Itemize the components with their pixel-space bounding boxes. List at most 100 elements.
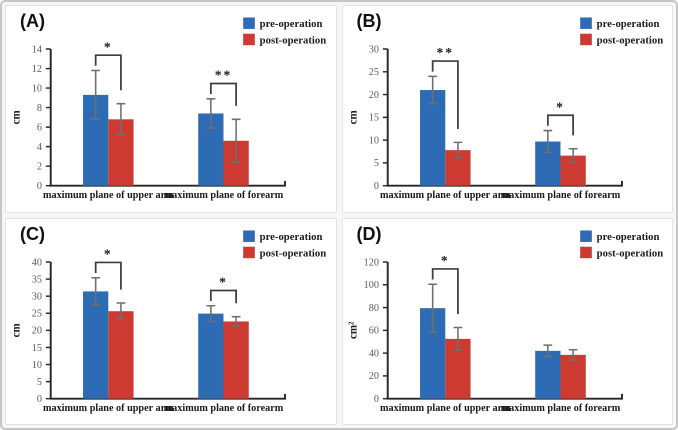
y-tick-label: 0 bbox=[37, 181, 42, 192]
error-bar-pre-operation-group0 bbox=[91, 276, 101, 306]
error-bar-pre-operation-group0 bbox=[427, 282, 437, 333]
error-bar-post-operation-group0 bbox=[116, 102, 126, 136]
significance-label: ** bbox=[436, 45, 453, 60]
panel-c-label: (C) bbox=[20, 223, 45, 244]
y-tick-label: 8 bbox=[37, 103, 42, 114]
significance-bracket bbox=[94, 54, 122, 91]
legend-label-pre-operation: pre-operation bbox=[596, 19, 659, 30]
bar-pre-operation-group1 bbox=[198, 313, 224, 399]
panel-b-chart: 0 5 10 15 20 25 30 cm maximum plane of upper arm… bbox=[347, 17, 663, 201]
bar-post-operation-group1 bbox=[559, 354, 586, 399]
y-tick-label: 40 bbox=[368, 348, 378, 359]
y-tick-label: 0 bbox=[37, 394, 42, 405]
error-bar-pre-operation-group0 bbox=[427, 75, 437, 105]
y-tick-label: 15 bbox=[32, 342, 42, 353]
legend-label-post-operation: post-operation bbox=[596, 35, 663, 46]
y-tick-label: 35 bbox=[32, 274, 42, 285]
y-tick-label: 12 bbox=[32, 64, 42, 75]
significance-label: * bbox=[219, 274, 228, 289]
error-bar-post-operation-group1 bbox=[231, 315, 241, 327]
significance-bracket bbox=[431, 60, 459, 130]
panel-b-label: (B) bbox=[356, 11, 382, 31]
significance-label: * bbox=[556, 100, 565, 115]
bar-pre-operation-group0 bbox=[83, 290, 109, 399]
x-category-label: maximum plane of upper arm bbox=[43, 190, 174, 201]
y-tick-label: 30 bbox=[32, 291, 42, 302]
x-category-label: maximum plane of forearm bbox=[500, 190, 620, 201]
panel-d: (D) 0 20 40 60 80 100 120 cm² maximum plane of u… bbox=[341, 217, 673, 425]
legend-label-post-operation: post-operation bbox=[596, 248, 663, 259]
y-tick-label: 20 bbox=[32, 325, 42, 336]
y-tick-label: 40 bbox=[32, 257, 42, 268]
error-bar-post-operation-group1 bbox=[568, 348, 577, 361]
y-tick-label: 80 bbox=[368, 302, 378, 313]
panel-b: (B) 0 5 10 15 20 25 30 cm maximum plane of upper… bbox=[341, 5, 673, 213]
panel-a-label: (A) bbox=[20, 11, 45, 31]
panel-a: (A) 0 2 4 6 8 10 12 14 cm maximum plane of upper … bbox=[5, 5, 337, 213]
x-category-label: maximum plane of upper arm bbox=[379, 403, 510, 414]
y-tick-label: 100 bbox=[363, 280, 378, 291]
axis-line bbox=[49, 49, 286, 187]
y-axis-title: cm bbox=[11, 110, 23, 125]
x-category-label: maximum plane of upper arm bbox=[379, 190, 510, 201]
bar-pre-operation-group0 bbox=[419, 90, 445, 186]
error-bar-post-operation-group0 bbox=[453, 326, 462, 351]
legend-swatch-post-operation bbox=[579, 33, 592, 46]
y-axis-title: cm bbox=[347, 110, 359, 125]
significance-label: * bbox=[104, 246, 113, 261]
y-tick-label: 6 bbox=[37, 123, 42, 134]
significance-label: * bbox=[104, 39, 113, 54]
y-tick-label: 10 bbox=[32, 359, 42, 370]
significance-label: * bbox=[440, 253, 449, 268]
y-tick-label: 15 bbox=[368, 113, 378, 124]
panel-c: (C) 0 5 10 15 20 25 30 35 40 cm maximum plane of u… bbox=[5, 217, 337, 425]
legend-swatch-post-operation bbox=[243, 33, 255, 46]
legend-swatch-pre-operation bbox=[579, 229, 592, 242]
significance-label: ** bbox=[215, 68, 232, 83]
y-tick-label: 5 bbox=[373, 158, 378, 169]
legend-swatch-pre-operation bbox=[243, 17, 255, 29]
y-tick-label: 4 bbox=[37, 142, 42, 153]
panel-c-chart: 0 5 10 15 20 25 30 35 40 cm maximum plane of upper… bbox=[11, 229, 326, 414]
significance-bracket bbox=[209, 82, 237, 106]
panel-d-label: (D) bbox=[356, 223, 382, 244]
legend-swatch-post-operation bbox=[579, 246, 592, 258]
y-axis-title: cm bbox=[11, 322, 23, 337]
y-axis-title: cm² bbox=[347, 321, 359, 339]
y-tick-label: 14 bbox=[32, 44, 42, 55]
y-tick-label: 5 bbox=[37, 377, 42, 388]
error-bar-pre-operation-group1 bbox=[542, 129, 552, 154]
y-tick-label: 120 bbox=[363, 257, 378, 268]
y-tick-label: 25 bbox=[32, 308, 42, 319]
y-tick-label: 25 bbox=[368, 67, 378, 78]
legend-label-pre-operation: pre-operation bbox=[260, 232, 323, 243]
error-bar-pre-operation-group1 bbox=[206, 304, 216, 322]
legend-label-post-operation: post-operation bbox=[260, 35, 327, 46]
significance-bracket bbox=[209, 289, 237, 303]
y-tick-label: 20 bbox=[368, 90, 378, 101]
y-tick-label: 20 bbox=[368, 371, 378, 382]
error-bar-post-operation-group0 bbox=[453, 141, 462, 159]
bar-post-operation-group1 bbox=[223, 320, 249, 399]
legend-label-pre-operation: pre-operation bbox=[596, 232, 659, 243]
error-bar-pre-operation-group1 bbox=[206, 98, 216, 129]
x-category-label: maximum plane of upper arm bbox=[43, 403, 174, 414]
legend-swatch-pre-operation bbox=[579, 17, 592, 29]
significance-bracket bbox=[94, 261, 122, 290]
error-bar-post-operation-group0 bbox=[116, 301, 126, 320]
panel-d-chart: 0 20 40 60 80 100 120 cm² maximum plane of upper… bbox=[347, 229, 663, 414]
y-tick-label: 10 bbox=[32, 83, 42, 94]
y-tick-label: 30 bbox=[368, 44, 378, 55]
y-tick-label: 2 bbox=[37, 162, 42, 173]
legend-label-pre-operation: pre-operation bbox=[260, 19, 323, 30]
error-bar-post-operation-group1 bbox=[568, 148, 577, 164]
legend-swatch-pre-operation bbox=[243, 229, 255, 242]
y-tick-label: 0 bbox=[373, 394, 378, 405]
significance-bracket bbox=[546, 114, 574, 136]
bar-pre-operation-group1 bbox=[534, 350, 560, 399]
y-tick-label: 0 bbox=[373, 181, 378, 192]
error-bar-post-operation-group1 bbox=[231, 118, 241, 164]
x-category-label: maximum plane of forearm bbox=[164, 403, 284, 414]
y-tick-label: 10 bbox=[368, 136, 378, 147]
